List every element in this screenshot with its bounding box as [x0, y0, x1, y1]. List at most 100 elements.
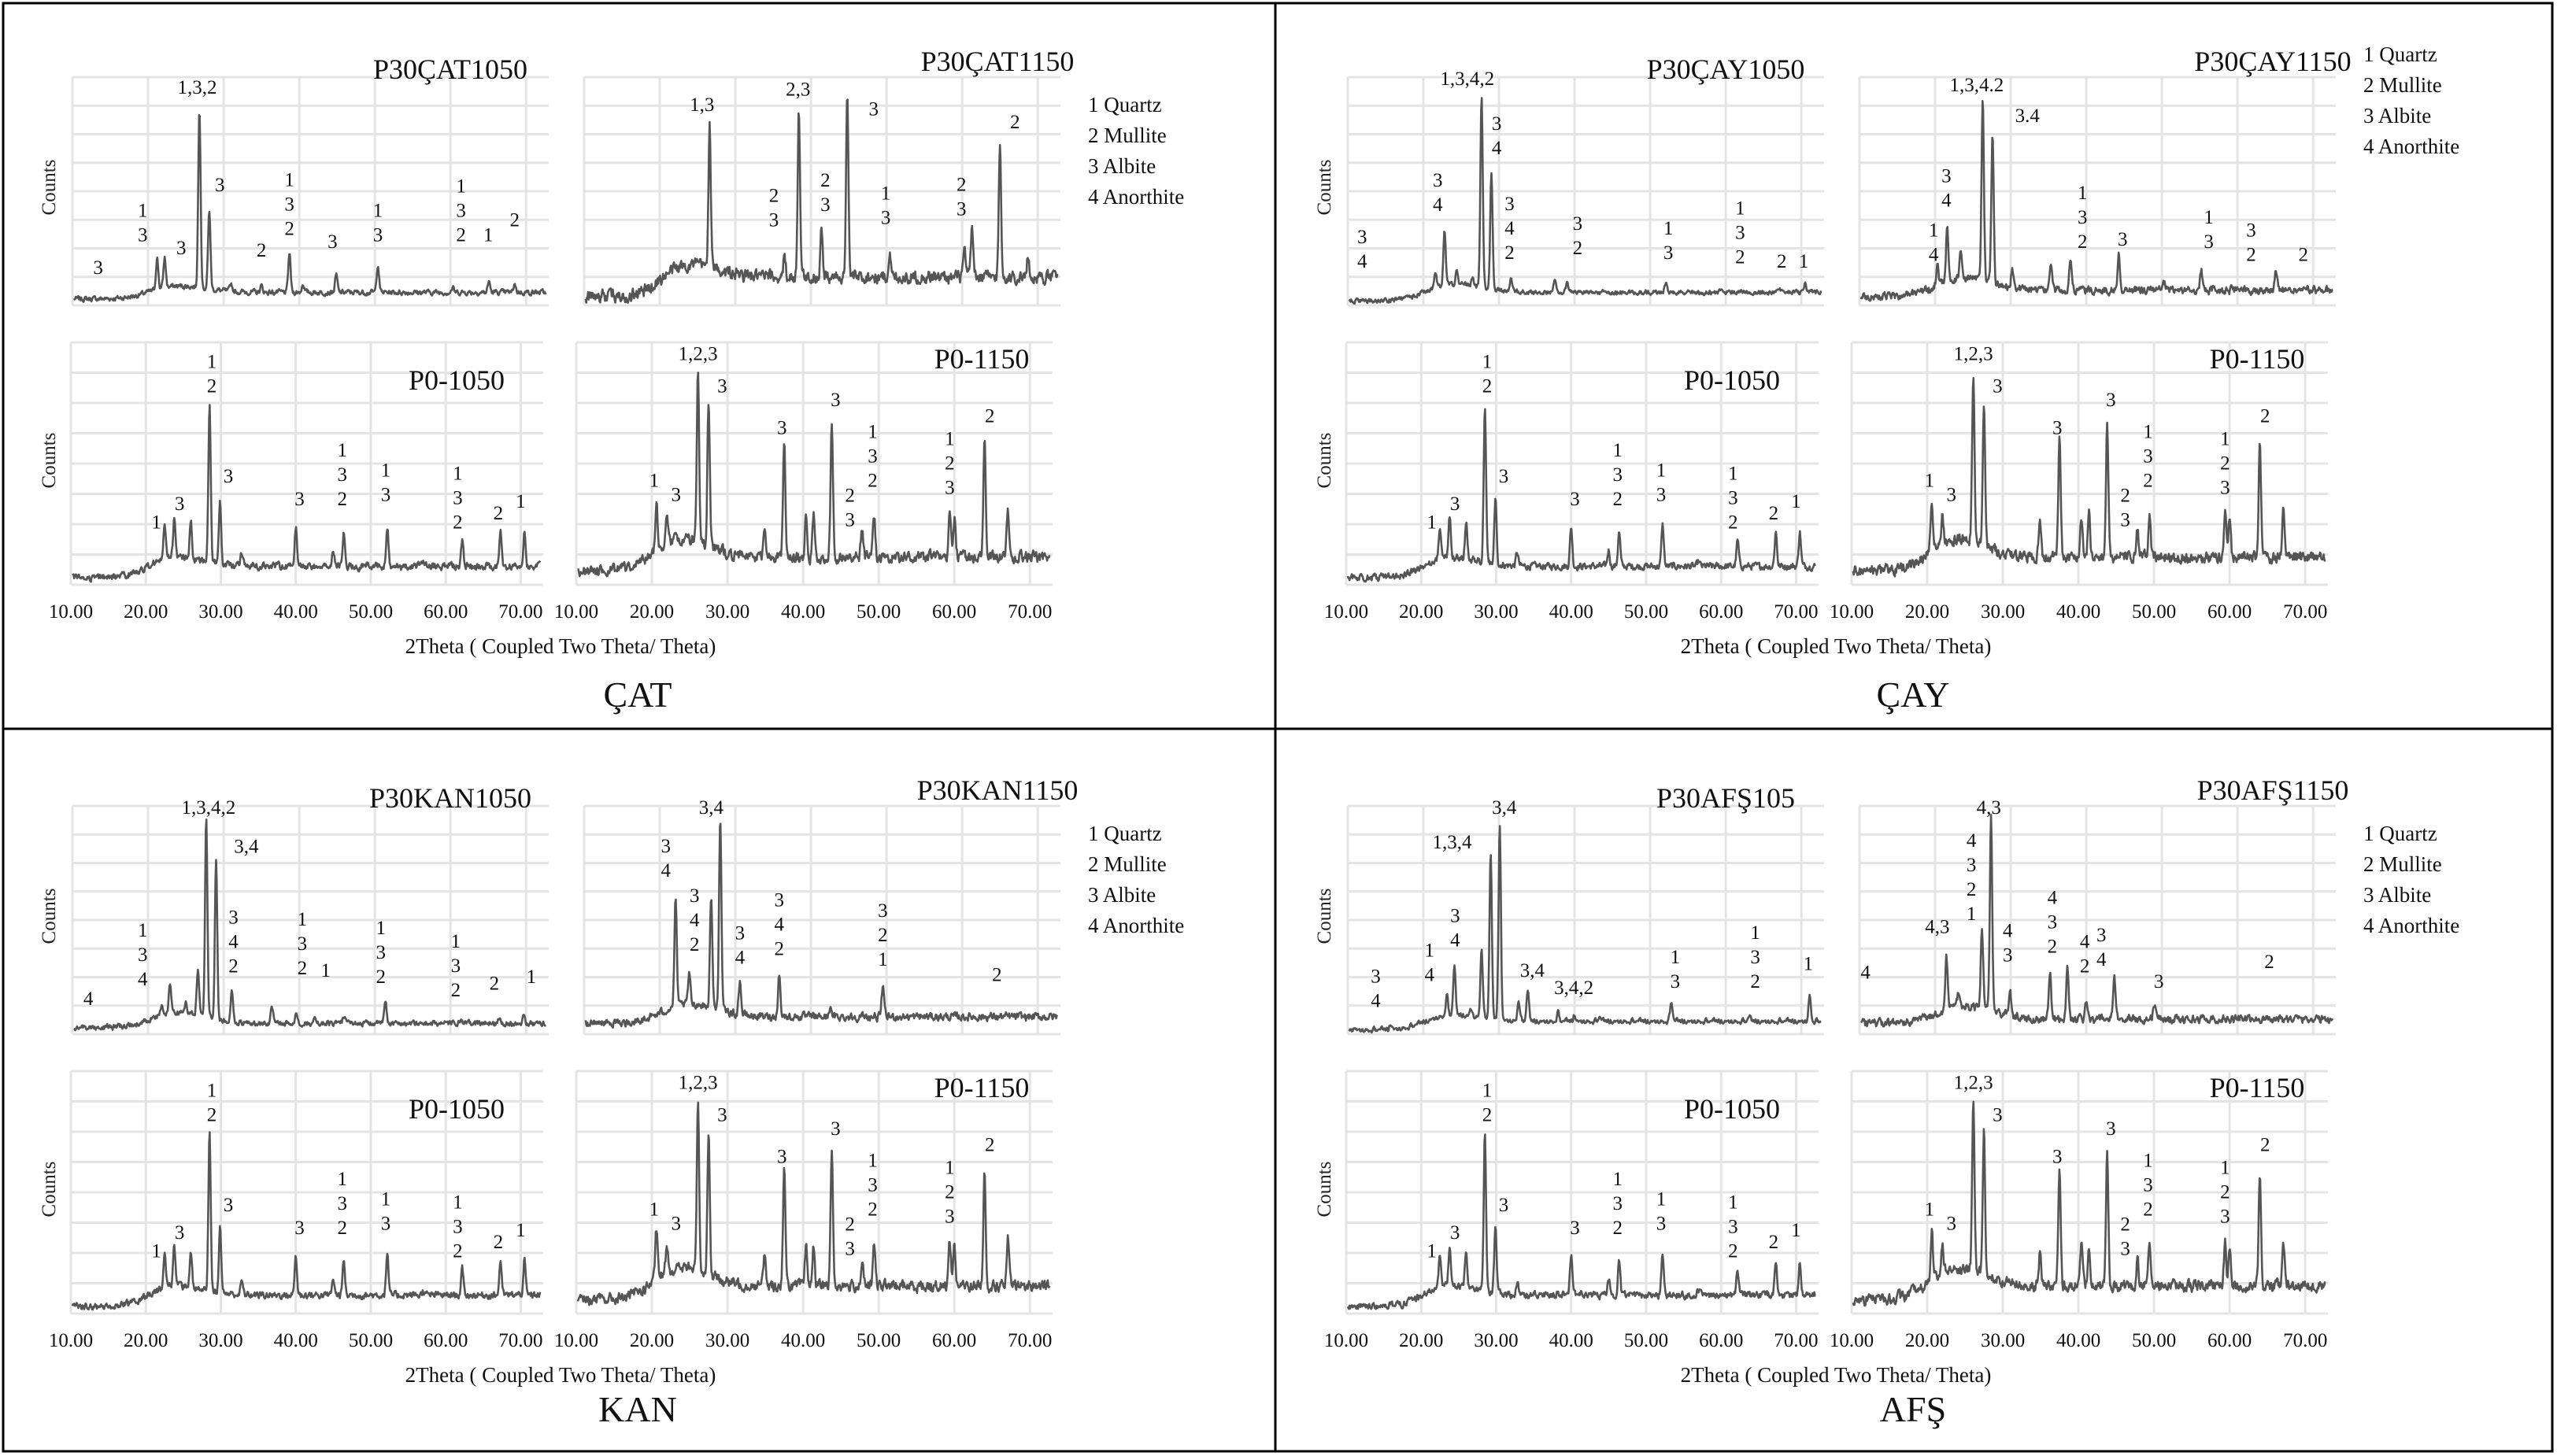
peak-label-line: 3 — [294, 1218, 305, 1239]
peak-label-line: 2 — [1735, 246, 1745, 268]
peak-label: 3 — [777, 1146, 787, 1167]
peak-label-line: 2 — [985, 1135, 995, 1156]
peak-label: 3 — [672, 484, 682, 505]
peak-label-line: 3 — [284, 194, 294, 215]
peak-label: 1 — [1799, 251, 1809, 272]
peak-label: 3 — [717, 375, 727, 397]
peak-label-line: 4 — [2080, 931, 2090, 952]
peak-label-line: 3 — [175, 493, 185, 515]
peak-label-line: 2 — [451, 980, 461, 1001]
panel-title: P30KAN1150 — [917, 774, 1079, 806]
peak-label: 1,2,3 — [1954, 1072, 1993, 1093]
x-tick-label: 20.00 — [124, 1330, 168, 1351]
peak-label: 4 3 2 — [2048, 888, 2058, 958]
xrd-trace — [1859, 100, 2333, 302]
peak-label: 1 3 2 — [1750, 922, 1760, 992]
peak-label-line: 3 — [1450, 1222, 1460, 1244]
peak-label-line: 2 — [453, 1241, 463, 1262]
peak-label-line: 3 — [1993, 375, 2003, 397]
peak-label-line: 3 — [175, 1222, 185, 1244]
x-tick-label: 10.00 — [554, 601, 598, 623]
peak-label-line: 2 — [878, 925, 888, 946]
peak-label-line: 3 — [1967, 855, 1977, 876]
peak-label-line: 3 — [2120, 510, 2130, 531]
peak-label: 3 — [831, 390, 841, 411]
peak-label: 3,4 — [234, 837, 259, 858]
peak-label: 1 — [151, 512, 161, 534]
peak-label: 3 — [1570, 489, 1580, 510]
panel-title: P30ÇAT1150 — [921, 46, 1075, 77]
legend-item: 1 Quartz — [2363, 42, 2437, 66]
peak-label-line: 1 — [881, 183, 891, 205]
peak-label: 3 — [1947, 1213, 1957, 1234]
peak-label-line: 3 — [2096, 925, 2107, 946]
peak-label-line: 1 — [1613, 440, 1623, 461]
peak-label-line: 4 — [2048, 888, 2058, 909]
peak-label-line: 2 — [2078, 231, 2088, 253]
peak-label-line: 3 — [1357, 227, 1367, 248]
legend-item: 2 Mullite — [1088, 852, 1167, 876]
peak-label: 3 — [224, 1195, 234, 1216]
peak-label: 1 3 2 — [338, 440, 348, 510]
x-tick-label: 30.00 — [705, 1330, 749, 1351]
peak-label-line: 3 — [735, 922, 746, 944]
peak-label: 3 — [1947, 484, 1957, 505]
peak-label: 34 — [1941, 165, 1952, 211]
x-tick-label: 70.00 — [498, 601, 542, 623]
x-tick-label: 60.00 — [1699, 1330, 1743, 1351]
x-tick-label: 40.00 — [274, 1330, 318, 1351]
peak-label: 3 — [2106, 390, 2116, 411]
peak-label-line: 3 — [2143, 446, 2153, 467]
peak-label: 3,4 — [1492, 797, 1517, 819]
peak-label-line: 1 — [1663, 218, 1674, 239]
legend-item: 1 Quartz — [1088, 822, 1162, 845]
peak-label-line: 1,3,4.2 — [1949, 75, 2004, 96]
peak-label: 1 — [1804, 954, 1814, 975]
peak-label: 1,3,4 — [1433, 832, 1473, 853]
peak-label-line: 4 — [661, 860, 671, 881]
peak-label-line: 2 — [690, 934, 700, 955]
quadrant-3: P30AFŞ1053414341,3,43,43,43,4,2131321P30… — [1314, 774, 2459, 1429]
peak-label: 1 3 2 — [453, 464, 463, 534]
peak-label: 1 3 2 — [453, 1192, 463, 1262]
legend-item: 3 Albite — [1088, 154, 1156, 178]
peak-label-line: 3 — [376, 942, 387, 963]
peak-label: 2 — [1769, 1232, 1779, 1253]
peak-label-line: 1 — [945, 1158, 955, 1179]
peak-label-line: 1 — [284, 169, 294, 190]
peak-label: 3 — [1450, 493, 1460, 515]
peak-label-line: 4 — [1967, 830, 1977, 852]
peak-label: 13 — [881, 183, 891, 229]
peak-label: 3 — [831, 1118, 841, 1140]
peak-label: 12 — [1482, 351, 1493, 397]
peak-label-line: 1 — [138, 920, 148, 941]
panel-title: P0-1050 — [1684, 1093, 1780, 1125]
peak-label: 1,3,4.2 — [1949, 75, 2004, 96]
x-tick-label: 30.00 — [198, 601, 242, 623]
peak-label-line: 3 — [831, 1118, 841, 1140]
peak-label: 1,2,3 — [679, 343, 718, 364]
peak-label-line: 2 — [1482, 1104, 1493, 1125]
peak-label: 1 3 2 — [298, 909, 308, 979]
peak-label: 2 — [1777, 251, 1787, 272]
peak-label-line: 2 — [1728, 512, 1738, 534]
xrd-trace — [73, 819, 547, 1032]
peak-label-line: 1 — [453, 1192, 463, 1214]
peak-label: 1 3 2 — [868, 422, 878, 492]
peak-label: 4 3 2 1 — [1967, 830, 1977, 925]
peak-label-line: 3 — [1993, 1104, 2003, 1125]
peak-label-line: 3 — [1371, 966, 1381, 988]
peak-label: 1,3,2 — [177, 77, 216, 98]
peak-label: 13 — [1663, 218, 1674, 264]
x-tick-label: 60.00 — [424, 1330, 468, 1351]
peak-label-line: 3 — [1573, 213, 1583, 235]
peak-label: 1 — [1791, 491, 1801, 512]
legend-item: 2 Mullite — [2363, 73, 2442, 97]
peak-label: 3 2 1 — [878, 900, 888, 970]
peak-label-line: 1 — [2143, 1151, 2153, 1172]
